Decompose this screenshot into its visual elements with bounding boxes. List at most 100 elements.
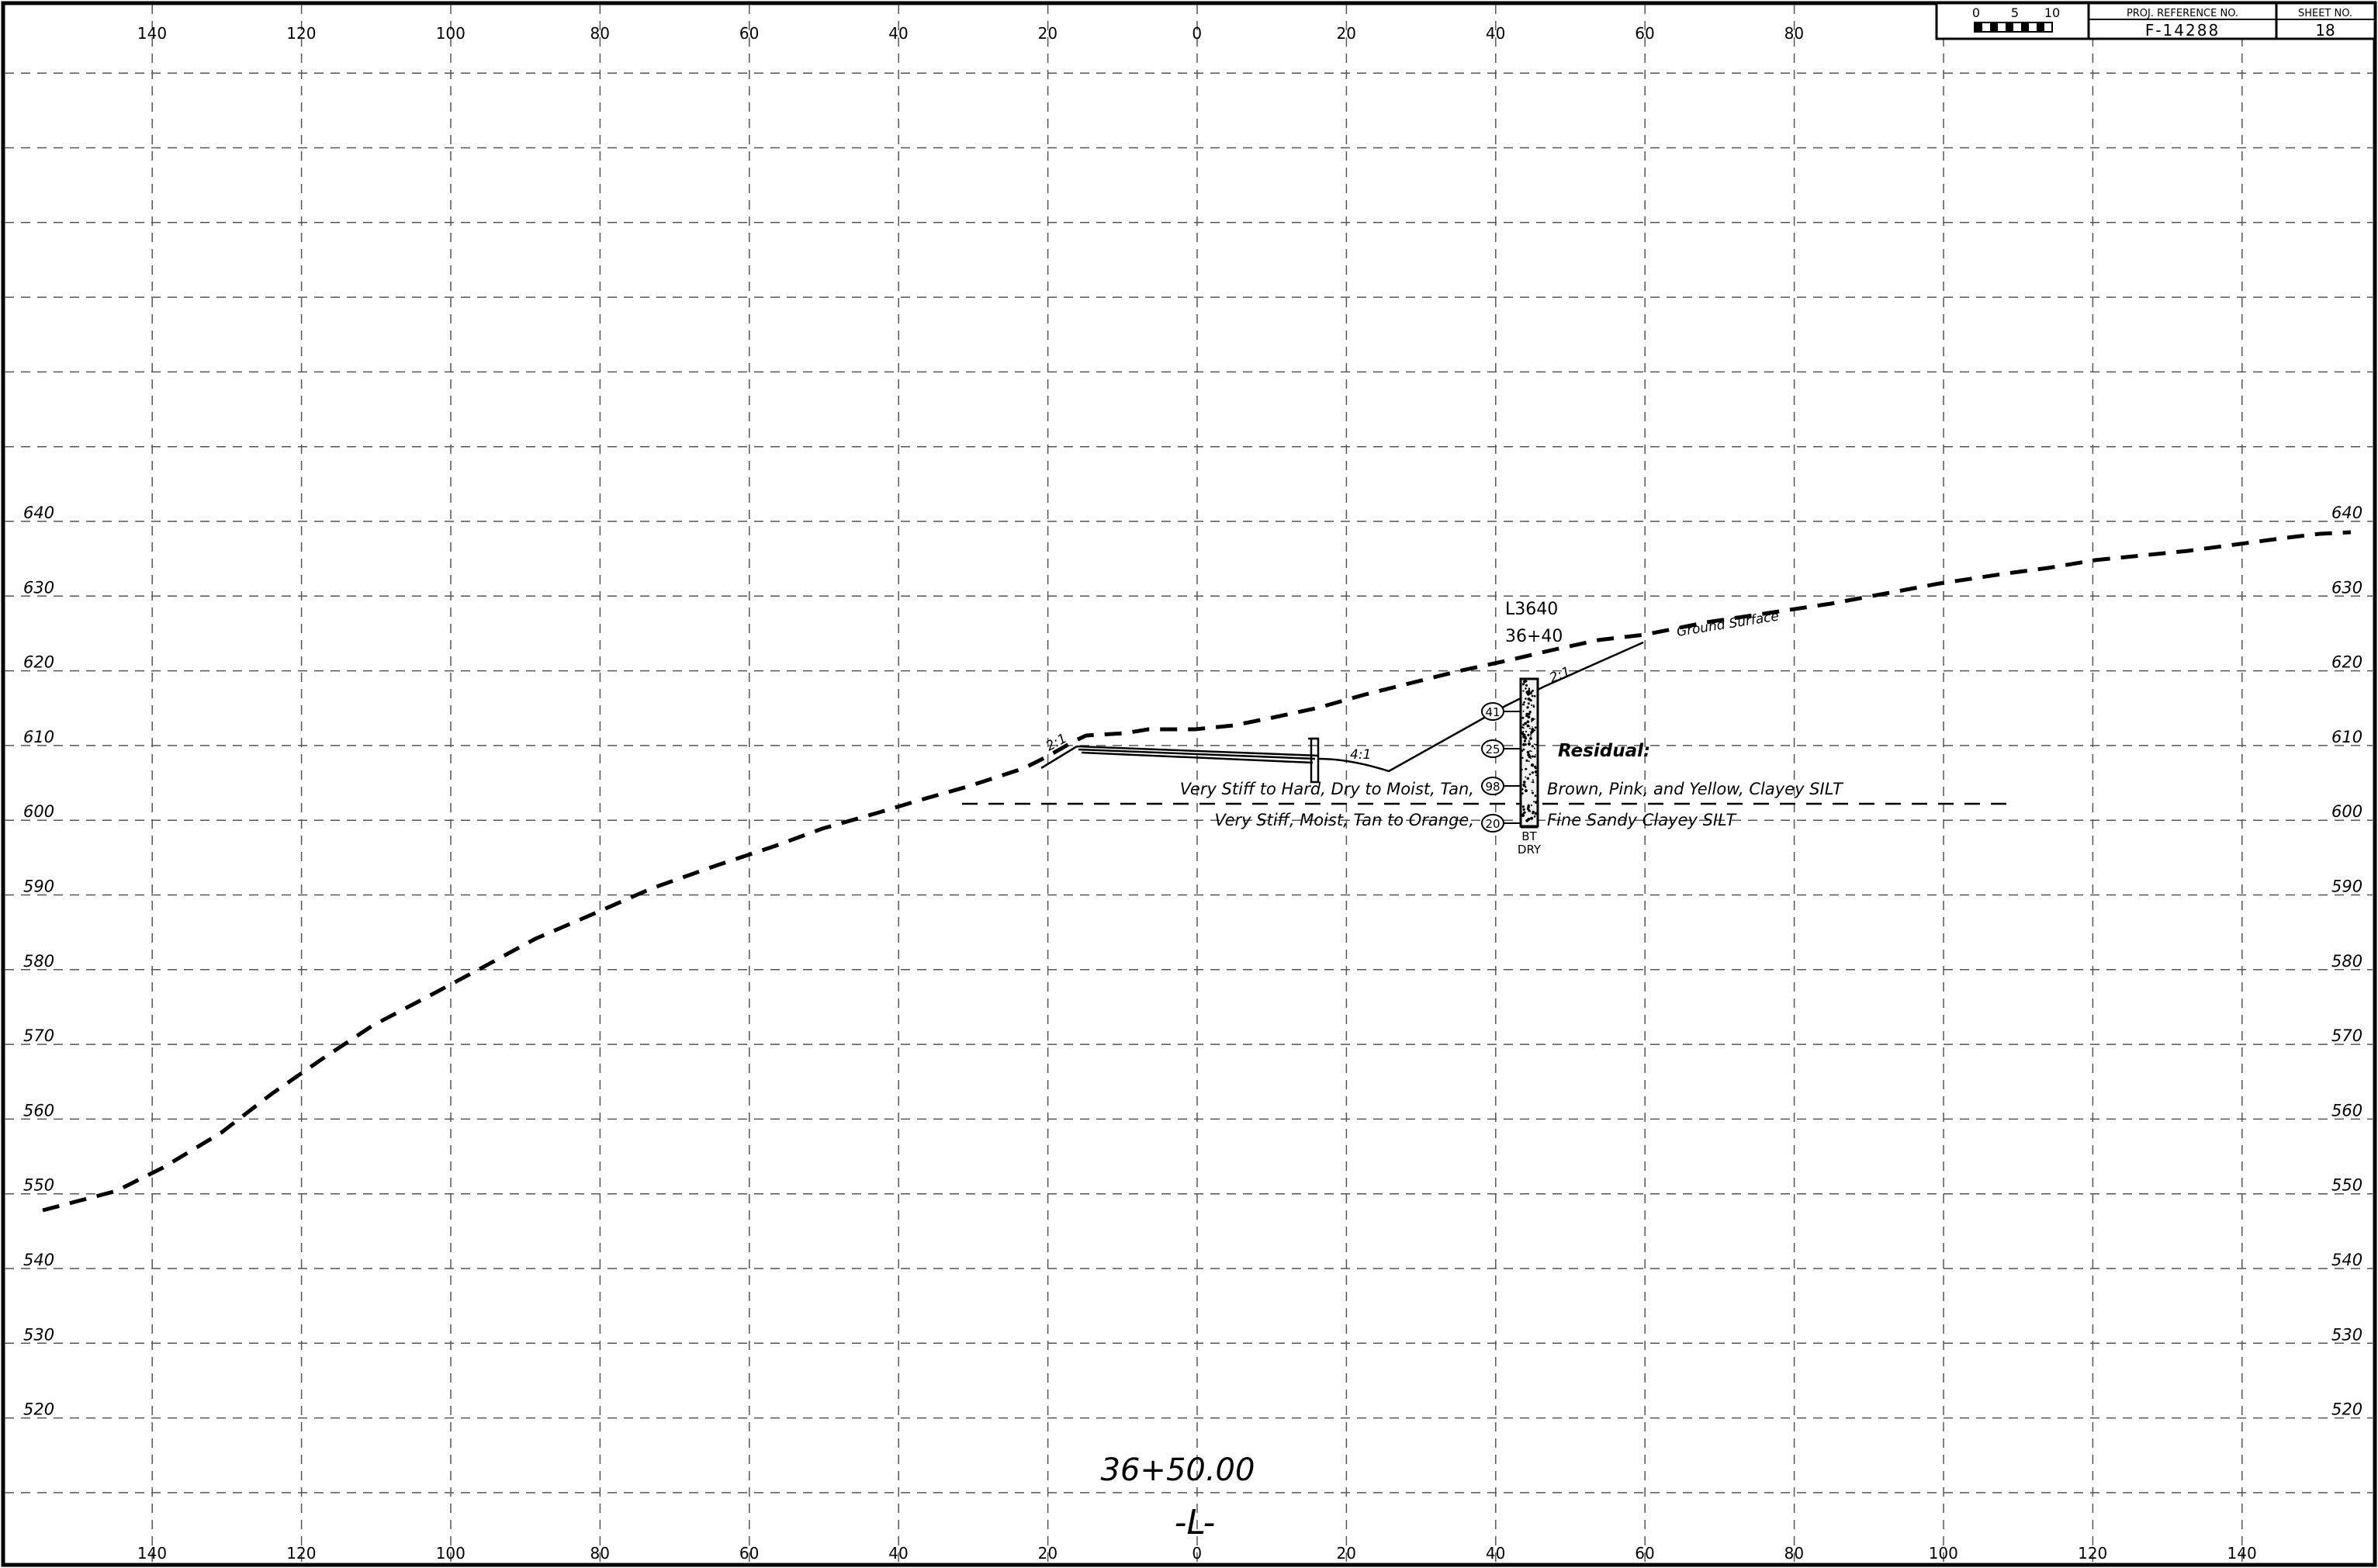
hatch-dot	[1535, 765, 1537, 767]
hatch-dot	[1523, 811, 1526, 815]
hatch-dot	[1531, 704, 1533, 707]
hatch-dot	[1522, 690, 1525, 692]
elevation-label-right: 580	[2331, 952, 2362, 971]
hatch-dot	[1521, 769, 1523, 770]
hatch-dot	[1528, 727, 1531, 729]
residual-heading: Residual:	[1558, 741, 1650, 761]
sheet-no-header: SHEET NO.	[2298, 8, 2352, 19]
elevation-label-left: 560	[23, 1101, 54, 1120]
ditch-profile	[1317, 685, 1545, 773]
offset-label-bottom: 100	[1929, 1544, 1958, 1563]
hatch-dot	[1522, 710, 1525, 712]
offset-label-top: 20	[1336, 24, 1355, 43]
hatch-dot	[1528, 742, 1531, 746]
scale-label: 5	[2011, 5, 2019, 20]
hatch-dot	[1526, 684, 1528, 686]
hatch-dot	[1531, 718, 1535, 722]
offset-label-bottom: 120	[2078, 1544, 2107, 1563]
hatch-dot	[1533, 755, 1536, 758]
hatch-dot	[1525, 730, 1528, 733]
offset-label-bottom: 60	[1635, 1544, 1654, 1563]
hatch-dot	[1535, 801, 1538, 804]
elevation-label-left: 610	[23, 728, 54, 746]
hatch-dot	[1525, 680, 1528, 683]
hatch-dot	[1534, 726, 1537, 729]
hatch-dot	[1531, 745, 1534, 748]
elevation-label-right: 630	[2331, 578, 2362, 597]
hatch-dot	[1535, 753, 1537, 756]
hatch-dot	[1529, 811, 1532, 812]
hatch-dot	[1530, 730, 1533, 734]
hatch-dot	[1525, 687, 1527, 690]
hatch-dot	[1531, 771, 1534, 774]
hatch-dot	[1527, 715, 1531, 719]
hatch-dot	[1522, 784, 1526, 787]
hatch-dot	[1523, 781, 1526, 784]
hatch-dot	[1524, 789, 1528, 793]
hatch-dot	[1530, 816, 1534, 820]
hatch-dot	[1526, 724, 1530, 728]
ground-surface-line	[42, 530, 2352, 1213]
hatch-dot	[1521, 792, 1524, 795]
offset-label-bottom: 0	[1192, 1544, 1202, 1563]
hatch-dot	[1532, 705, 1535, 708]
hatch-dot	[1533, 801, 1535, 803]
hatch-dot	[1526, 777, 1530, 780]
hatch-dot	[1529, 749, 1532, 752]
hatch-dot	[1526, 706, 1529, 709]
scale-bar-segment	[2021, 22, 2029, 32]
offset-label-bottom: 20	[1336, 1544, 1355, 1563]
offset-label-top: 140	[137, 24, 167, 43]
elevation-label-right: 520	[2331, 1400, 2362, 1419]
offset-label-bottom: 40	[1486, 1544, 1505, 1563]
elevation-scale-right: 640 630 620 610 600 590 580 570 560 550 540 530 520	[2331, 504, 2362, 1419]
boring-id: L3640	[1505, 600, 1558, 619]
hatch-dot	[1533, 729, 1536, 732]
offset-label-bottom: 140	[2227, 1544, 2257, 1563]
hatch-dot	[1531, 790, 1533, 791]
hatch-dot	[1521, 716, 1525, 719]
hatch-dot	[1535, 767, 1537, 770]
offset-label-top: 40	[888, 24, 908, 43]
title-block: 0 5 10 PROJ. REFERENCE NO. F-14288 SHEET…	[1935, 2, 2376, 40]
hatch-dot	[1535, 774, 1537, 777]
hatch-dot	[1533, 747, 1535, 749]
layer2-description-right: Fine Sandy Clayey SILT	[1547, 811, 1737, 829]
boring-water: DRY	[1518, 843, 1542, 857]
hatch-dot	[1521, 749, 1524, 752]
offset-label-top: 60	[739, 24, 759, 43]
hatch-dot	[1531, 728, 1535, 732]
offset-label-top: 20	[1038, 24, 1057, 43]
hatch-dot	[1525, 776, 1527, 778]
boring-station: 36+40	[1505, 627, 1563, 646]
elevation-label-right: 550	[2331, 1176, 2362, 1195]
hatch-dot	[1528, 804, 1530, 806]
hatch-dot	[1524, 722, 1527, 725]
hatch-dot	[1521, 683, 1525, 686]
hatch-dot	[1528, 773, 1532, 776]
slope-label: 4:1	[1350, 747, 1371, 763]
elevation-label-right: 570	[2331, 1026, 2362, 1045]
offset-label-bottom: 120	[286, 1544, 316, 1563]
scale-bar: 0 5 10	[1972, 5, 2060, 33]
elevation-label-right: 590	[2331, 877, 2362, 896]
hatch-dot	[1530, 763, 1535, 767]
hatch-dot	[1533, 815, 1536, 818]
hatch-dot	[1532, 779, 1535, 781]
hatch-dot	[1522, 723, 1525, 726]
offset-label-bottom: 80	[590, 1544, 609, 1563]
hatch-dot	[1528, 740, 1530, 742]
elevation-label-right: 540	[2331, 1251, 2362, 1269]
hatch-dot	[1525, 715, 1528, 718]
hatch-dot	[1525, 819, 1529, 822]
hatch-dot	[1528, 760, 1530, 763]
blow-count-text: 98	[1485, 780, 1500, 794]
hatch-dot	[1521, 726, 1524, 729]
boring-labels: L3640 36+40 BT DRY	[1505, 600, 1563, 857]
elevation-label-left: 550	[23, 1176, 54, 1195]
scale-bar-segment	[2006, 22, 2013, 32]
hatch-dot	[1529, 692, 1532, 695]
hatch-dot	[1521, 787, 1524, 791]
right-cut-slope	[1543, 641, 1644, 688]
